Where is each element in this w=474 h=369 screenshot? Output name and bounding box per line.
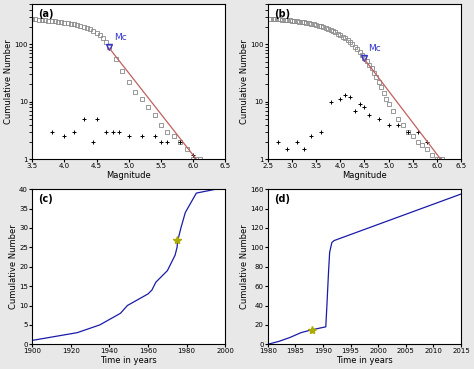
Text: (d): (d) xyxy=(273,194,290,204)
Y-axis label: Cumulative Number: Cumulative Number xyxy=(4,39,13,124)
X-axis label: Magnitude: Magnitude xyxy=(342,171,387,180)
X-axis label: Time in years: Time in years xyxy=(336,356,393,365)
X-axis label: Time in years: Time in years xyxy=(100,356,157,365)
Y-axis label: Cumulative Number: Cumulative Number xyxy=(240,224,249,309)
Y-axis label: Cumulative Number: Cumulative Number xyxy=(240,39,249,124)
Text: Mc: Mc xyxy=(368,44,381,54)
Text: (b): (b) xyxy=(273,9,290,19)
X-axis label: Magnitude: Magnitude xyxy=(106,171,151,180)
Y-axis label: Cumulative Number: Cumulative Number xyxy=(9,224,18,309)
Text: (c): (c) xyxy=(38,194,53,204)
Text: (a): (a) xyxy=(38,9,54,19)
Text: Mc: Mc xyxy=(114,34,127,42)
